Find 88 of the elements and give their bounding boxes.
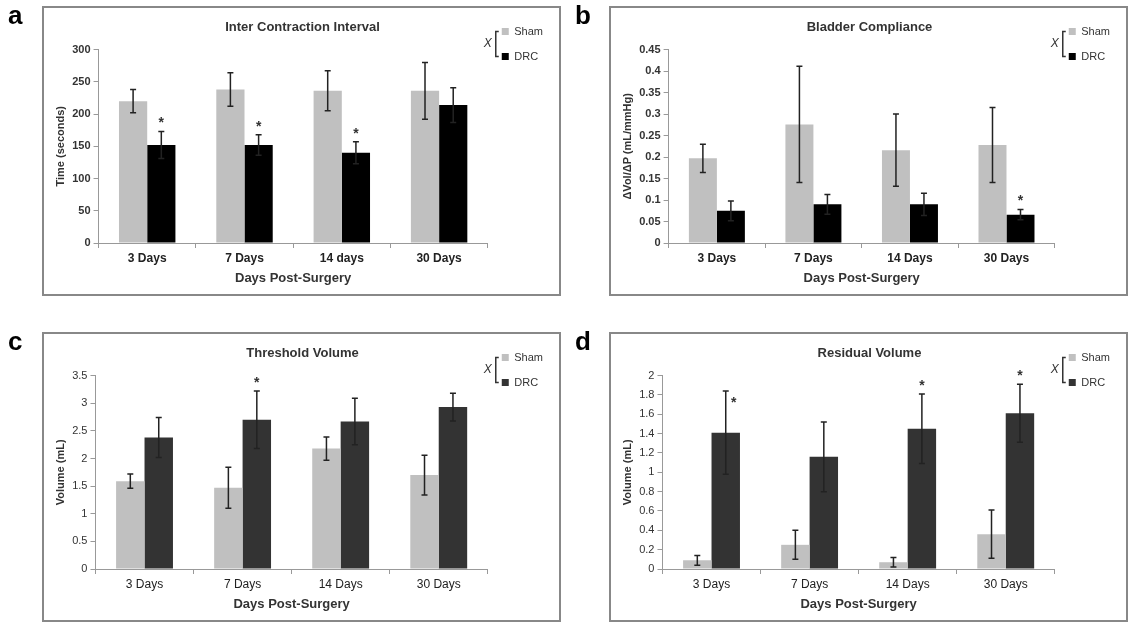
x-tick-label: 3 Days <box>127 250 167 265</box>
y-tick-label: 1 <box>81 506 88 519</box>
x-tick-label: 14 Days <box>318 576 363 591</box>
x-tick-label: 30 Days <box>416 576 461 591</box>
annotation: * <box>919 376 926 393</box>
annotation: * <box>731 393 738 410</box>
annotation: X <box>1049 362 1060 377</box>
y-tick-label: 0.1 <box>645 193 661 206</box>
y-tick-label: 1.6 <box>639 407 655 420</box>
x-tick-label: 14 Days <box>887 250 933 265</box>
x-axis-title: Days Post-Surgery <box>803 269 921 285</box>
chart-title: Threshold Volume <box>246 345 359 361</box>
y-tick-label: 3.5 <box>72 368 88 381</box>
y-axis-title: Volume (mL) <box>53 439 66 506</box>
y-tick-label: 1 <box>648 465 655 478</box>
x-axis-title: Days Post-Surgery <box>233 595 351 611</box>
annotation: * <box>1017 192 1024 209</box>
x-tick-label: 7 Days <box>225 250 265 265</box>
legend-label: Sham <box>1081 24 1111 37</box>
y-tick-label: 0.4 <box>639 523 655 536</box>
annotation: * <box>254 374 261 391</box>
x-axis-title: Days Post-Surgery <box>234 269 353 285</box>
y-tick-label: 300 <box>72 42 91 55</box>
y-tick-label: 0.15 <box>639 171 661 184</box>
text: d <box>575 326 591 356</box>
y-tick-label: 0 <box>81 562 88 575</box>
y-tick-label: 1.4 <box>639 426 655 439</box>
legend-label: DRC <box>514 49 539 62</box>
x-axis-title: Days Post-Surgery <box>800 595 918 611</box>
y-tick-label: 2 <box>648 368 655 381</box>
y-tick-label: 200 <box>72 107 91 120</box>
y-axis-title: Volume (mL) <box>620 439 633 506</box>
chart-title: Bladder Compliance <box>806 19 933 35</box>
y-tick-label: 0.45 <box>639 42 661 55</box>
y-tick-label: 0.35 <box>639 85 661 98</box>
legend-label: DRC <box>1081 49 1106 62</box>
y-tick-label: 0.3 <box>645 107 661 120</box>
chart-title: Inter Contraction Interval <box>225 19 380 35</box>
y-tick-label: 0.2 <box>645 150 661 163</box>
x-tick-label: 7 Days <box>794 250 834 265</box>
y-axis-title: ΔVol/ΔP (mL/mmHg) <box>620 92 633 200</box>
x-tick-label: 3 Days <box>125 576 164 591</box>
x-tick-label: 30 Days <box>983 250 1030 265</box>
legend-label: Sham <box>514 350 544 363</box>
text: a <box>8 0 23 30</box>
y-tick-label: 2.5 <box>72 423 88 436</box>
legend-label: DRC <box>1081 375 1106 388</box>
y-tick-label: 0.5 <box>72 534 88 547</box>
y-tick-label: 250 <box>72 74 91 87</box>
y-tick-label: 0.2 <box>639 542 655 555</box>
y-tick-label: 0.25 <box>639 128 661 141</box>
y-tick-label: 0 <box>654 236 661 249</box>
chart-title: Residual Volume <box>817 345 922 361</box>
annotation: * <box>1017 367 1024 384</box>
x-tick-label: 14 Days <box>885 576 930 591</box>
y-tick-label: 50 <box>78 203 91 216</box>
y-tick-label: 1.2 <box>639 445 655 458</box>
y-tick-label: 100 <box>72 171 91 184</box>
x-tick-label: 3 Days <box>692 576 731 591</box>
annotation: X <box>482 36 493 51</box>
y-tick-label: 0.8 <box>639 484 655 497</box>
annotation: * <box>158 114 165 131</box>
y-tick-label: 0 <box>648 562 655 575</box>
y-tick-label: 0.05 <box>639 214 661 227</box>
annotation: * <box>255 117 262 134</box>
y-tick-label: 3 <box>81 396 88 409</box>
legend-label: Sham <box>514 24 544 37</box>
text: b <box>575 0 591 30</box>
x-tick-label: 3 Days <box>697 250 737 265</box>
y-axis-title: Time (seconds) <box>53 105 66 187</box>
annotation: X <box>482 362 493 377</box>
y-tick-label: 150 <box>72 139 91 152</box>
x-tick-label: 14 days <box>319 250 365 265</box>
annotation: * <box>353 124 360 141</box>
legend-label: DRC <box>514 375 539 388</box>
text: c <box>8 326 23 356</box>
x-tick-label: 7 Days <box>790 576 829 591</box>
y-tick-label: 0.4 <box>645 64 662 77</box>
y-tick-label: 1.8 <box>639 387 655 400</box>
legend-label: Sham <box>1081 350 1111 363</box>
y-tick-label: 0 <box>84 236 91 249</box>
x-tick-label: 7 Days <box>223 576 262 591</box>
x-tick-label: 30 Days <box>416 250 463 265</box>
y-tick-label: 0.6 <box>639 504 655 517</box>
y-tick-label: 2 <box>81 451 88 464</box>
x-tick-label: 30 Days <box>983 576 1028 591</box>
y-tick-label: 1.5 <box>72 479 88 492</box>
annotation: X <box>1049 36 1060 51</box>
